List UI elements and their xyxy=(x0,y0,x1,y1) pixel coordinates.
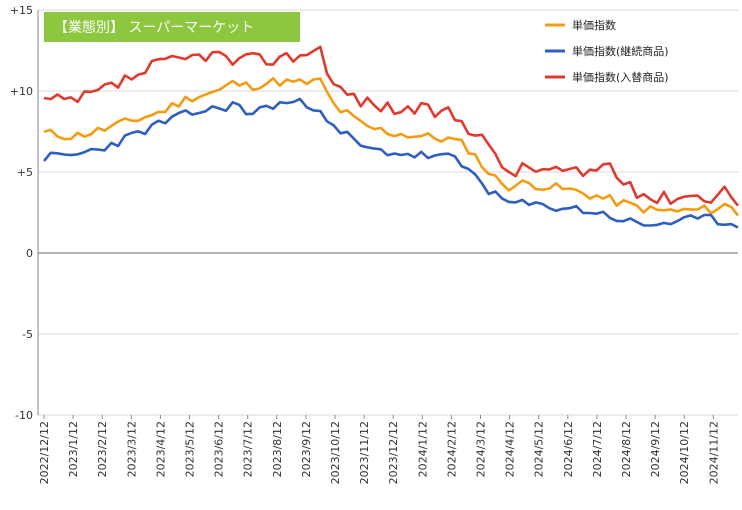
y-tick-label: -5 xyxy=(22,328,33,341)
x-tick-label: 2023/11/12 xyxy=(358,421,371,484)
series-line-1 xyxy=(42,97,739,229)
x-tick-label: 2023/6/12 xyxy=(213,421,226,477)
legend-item-0: 単価指数 xyxy=(545,18,616,32)
x-tick-label: 2023/4/12 xyxy=(154,421,167,477)
x-tick-label: 2023/1/12 xyxy=(67,421,80,477)
series-line-0 xyxy=(43,77,740,217)
x-tick-label: 2024/7/12 xyxy=(591,421,604,477)
x-tick-label: 2024/5/12 xyxy=(533,421,546,477)
y-tick-label: +15 xyxy=(10,4,33,17)
series-lines xyxy=(42,45,740,229)
title-badge-text: 【業態別】 スーパーマーケット xyxy=(54,20,254,36)
x-tick-label: 2023/12/12 xyxy=(387,421,400,484)
y-tick-label: +5 xyxy=(17,166,33,179)
series-line-2 xyxy=(43,45,740,207)
x-tick-label: 2024/2/12 xyxy=(445,421,458,477)
x-tick-label: 2023/9/12 xyxy=(300,421,313,477)
x-tick-label: 2024/11/12 xyxy=(707,421,720,484)
x-tick-label: 2024/9/12 xyxy=(649,421,662,477)
x-tick-label: 2023/10/12 xyxy=(329,421,342,484)
title-badge-bg xyxy=(44,12,300,42)
y-tick-label: -10 xyxy=(15,409,33,422)
legend-item-2: 単価指数(入替商品) xyxy=(545,70,669,84)
x-tick-label: 2023/3/12 xyxy=(125,421,138,477)
title-badge: 【業態別】 スーパーマーケット xyxy=(44,12,300,42)
legend-item-1: 単価指数(継続商品) xyxy=(545,44,669,58)
gridlines xyxy=(37,9,738,416)
legend-label-2: 単価指数(入替商品) xyxy=(572,70,669,84)
y-axis-labels: +15 +10 +5 0 -5 -10 xyxy=(10,4,33,422)
x-tick-label: 2024/4/12 xyxy=(504,421,517,477)
legend-label-1: 単価指数(継続商品) xyxy=(572,44,669,58)
legend: 単価指数 単価指数(継続商品) 単価指数(入替商品) xyxy=(545,18,669,84)
x-tick-label: 2023/7/12 xyxy=(242,421,255,477)
y-tick-label: 0 xyxy=(26,247,33,260)
x-axis-labels: 2022/12/12 2023/1/12 2023/2/12 2023/3/12 202… xyxy=(38,415,720,484)
y-tick-label: +10 xyxy=(10,85,33,98)
x-tick-label: 2023/5/12 xyxy=(184,421,197,477)
x-tick-label: 2024/1/12 xyxy=(416,421,429,477)
legend-label-0: 単価指数 xyxy=(572,18,616,32)
x-tick-label: 2022/12/12 xyxy=(38,421,51,484)
x-tick-label: 2023/8/12 xyxy=(271,421,284,477)
x-tick-label: 2024/3/12 xyxy=(475,421,488,477)
x-tick-label: 2024/8/12 xyxy=(620,421,633,477)
x-tick-label: 2024/10/12 xyxy=(678,421,691,484)
x-tick-label: 2024/6/12 xyxy=(562,421,575,477)
x-tick-label: 2023/2/12 xyxy=(96,421,109,477)
